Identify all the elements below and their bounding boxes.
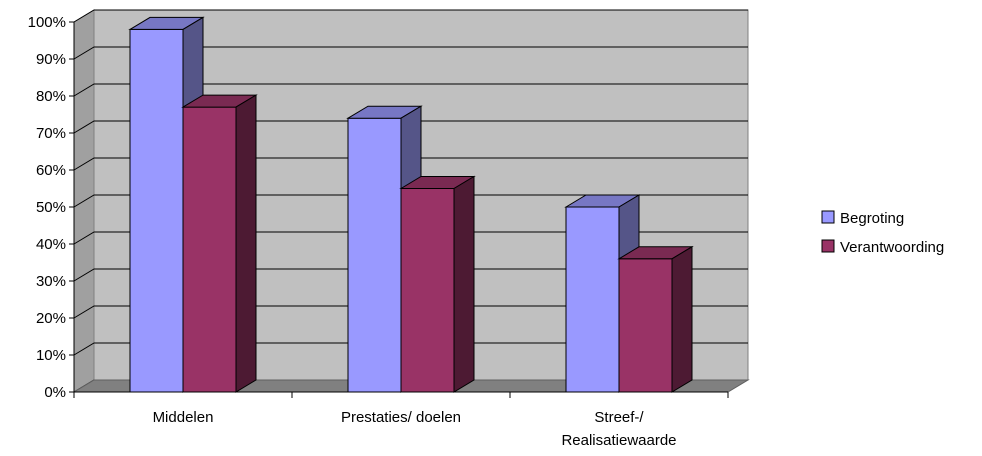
legend: Begroting Verantwoording xyxy=(821,210,944,256)
bar-front xyxy=(400,188,455,393)
bar xyxy=(617,245,694,393)
gridline xyxy=(73,46,748,60)
x-category-label: Prestaties/ doelen xyxy=(341,409,461,426)
y-tick-label: 80% xyxy=(36,88,66,105)
legend-swatch xyxy=(821,210,835,224)
gridline xyxy=(73,268,748,282)
bar-front xyxy=(565,206,620,393)
gridline xyxy=(73,83,748,97)
y-tick-label: 60% xyxy=(36,162,66,179)
y-tick-label: 50% xyxy=(36,199,66,216)
bar xyxy=(181,94,258,393)
y-tick-label: 100% xyxy=(28,14,66,31)
gridline xyxy=(73,120,748,134)
legend-label: Verantwoording xyxy=(840,239,944,256)
bar-front xyxy=(347,117,402,393)
bar-front xyxy=(129,28,184,393)
gridline xyxy=(73,342,748,356)
legend-swatch xyxy=(821,239,835,253)
x-category-label: Streef-/ xyxy=(594,409,644,426)
x-category-label: Realisatiewaarde xyxy=(561,432,676,449)
bar xyxy=(564,194,641,393)
y-axis: 0% 10% 20% 30% 40% 50% 60% 70% 80% 90% 100% xyxy=(28,14,75,401)
y-tick-label: 10% xyxy=(36,347,66,364)
y-tick-label: 0% xyxy=(44,384,66,401)
y-tick-label: 90% xyxy=(36,51,66,68)
gridline xyxy=(73,231,748,245)
bar-side xyxy=(235,94,257,393)
bar xyxy=(399,175,476,393)
bar-side xyxy=(671,245,693,393)
y-tick-label: 70% xyxy=(36,125,66,142)
gridline xyxy=(73,194,748,208)
bar-side xyxy=(453,175,475,393)
bars xyxy=(128,16,694,393)
gridline xyxy=(73,305,748,319)
legend-label: Begroting xyxy=(840,210,904,227)
bar-front xyxy=(618,258,673,393)
bar-front xyxy=(182,106,237,393)
gridline xyxy=(73,157,748,171)
x-category-label: Middelen xyxy=(153,409,214,426)
x-axis: Middelen Prestaties/ doelen Streef-/ Realis… xyxy=(73,391,729,449)
gridline xyxy=(73,9,748,23)
y-tick-label: 20% xyxy=(36,310,66,327)
y-tick-label: 40% xyxy=(36,236,66,253)
y-tick-label: 30% xyxy=(36,273,66,290)
